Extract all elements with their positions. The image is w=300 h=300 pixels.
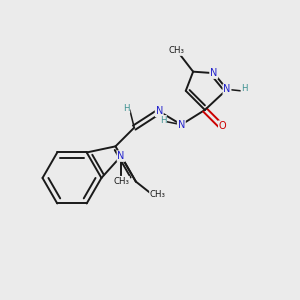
Text: CH₃: CH₃	[168, 46, 184, 55]
Text: O: O	[219, 121, 226, 131]
Text: N: N	[223, 84, 231, 94]
Text: N: N	[210, 68, 218, 78]
Text: H: H	[241, 84, 248, 93]
Text: H: H	[160, 116, 166, 125]
Text: N: N	[117, 151, 125, 161]
Text: CH₃: CH₃	[113, 177, 129, 186]
Text: N: N	[178, 120, 185, 130]
Text: H: H	[123, 104, 130, 113]
Text: N: N	[156, 106, 163, 116]
Text: CH₃: CH₃	[150, 190, 166, 199]
